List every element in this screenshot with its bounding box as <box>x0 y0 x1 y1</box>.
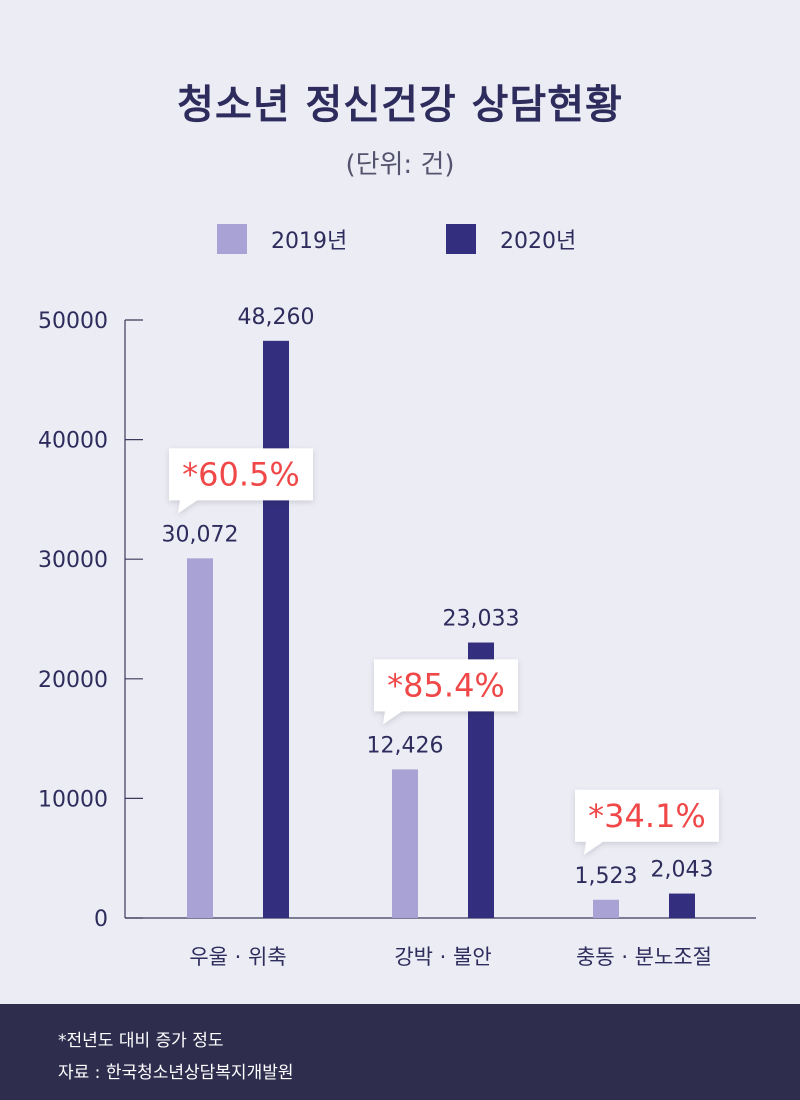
chart-title: 청소년 정신건강 상담현황 <box>177 82 623 128</box>
percent-callout <box>169 448 313 514</box>
percent-label: *85.4% <box>387 666 505 704</box>
percent-callout <box>374 659 518 725</box>
percent-callout <box>575 789 719 855</box>
y-tick-label: 40000 <box>38 429 108 454</box>
legend-swatch-2019 <box>217 224 247 254</box>
unit-label: (단위: 건) <box>345 150 455 180</box>
legend: 2019년 2020년 <box>0 222 800 256</box>
bar-2020 <box>263 340 289 918</box>
legend-label-2020: 2020년 <box>500 229 577 254</box>
x-tick-label: 강박 · 불안 <box>394 945 491 969</box>
x-tick-label: 충동 · 분노조절 <box>576 945 712 969</box>
percent-label: *60.5% <box>182 455 300 493</box>
data-label: 30,072 <box>162 522 239 547</box>
footer: *전년도 대비 증가 정도 자료 : 한국청소년상담복지개발원 <box>0 1004 800 1100</box>
data-label: 2,043 <box>651 858 714 883</box>
footer-source: 자료 : 한국청소년상담복지개발원 <box>58 1063 294 1083</box>
bar-2020 <box>669 893 695 918</box>
bar-2019 <box>392 769 418 918</box>
y-tick-label: 0 <box>94 907 108 932</box>
legend-swatch-2020 <box>446 224 476 254</box>
y-tick-label: 20000 <box>38 668 108 693</box>
data-label: 23,033 <box>443 607 520 632</box>
bar-2019 <box>593 899 619 918</box>
y-tick-label: 50000 <box>38 309 108 334</box>
data-label: 48,260 <box>238 305 315 330</box>
y-tick-label: 30000 <box>38 548 108 573</box>
x-tick-label: 우울 · 위축 <box>189 945 286 969</box>
legend-item-2019: 2019년 <box>217 222 347 256</box>
legend-label-2019: 2019년 <box>271 229 348 254</box>
bar-2019 <box>187 558 213 918</box>
data-label: 1,523 <box>575 864 638 889</box>
y-tick-label: 10000 <box>38 787 108 812</box>
legend-item-2020: 2020년 <box>446 222 576 256</box>
data-label: 12,426 <box>367 733 444 758</box>
percent-label: *34.1% <box>588 797 706 835</box>
bar-chart: 0 10000 20000 30000 40000 50000 30,072 48,260 우울… <box>38 305 756 969</box>
footer-note: *전년도 대비 증가 정도 <box>58 1031 224 1051</box>
